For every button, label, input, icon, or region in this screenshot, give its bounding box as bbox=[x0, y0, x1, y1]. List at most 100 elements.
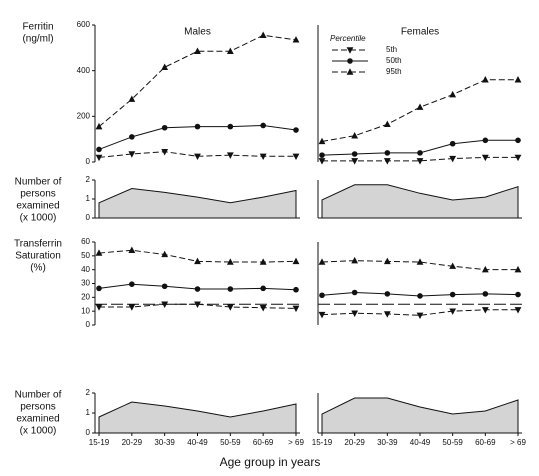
marker bbox=[292, 257, 300, 265]
y-tick-label: 1 bbox=[86, 194, 91, 203]
x-tick-label: 40-49 bbox=[187, 438, 208, 447]
marker bbox=[194, 153, 201, 161]
x-tick-label: 40-49 bbox=[410, 438, 431, 447]
marker bbox=[128, 95, 136, 102]
marker bbox=[259, 31, 267, 38]
marker bbox=[227, 123, 234, 130]
y-tick-label: 2 bbox=[86, 175, 91, 184]
y-tick-label: 60 bbox=[81, 237, 90, 246]
marker bbox=[293, 286, 299, 293]
y-tick-label: 30 bbox=[81, 279, 90, 288]
y-tick-label: 600 bbox=[77, 20, 91, 29]
marker bbox=[383, 311, 391, 318]
marker bbox=[319, 152, 325, 158]
row-label: Ferritin bbox=[22, 22, 53, 33]
marker bbox=[481, 154, 489, 162]
panel-title: Males bbox=[184, 27, 211, 38]
marker bbox=[259, 258, 267, 265]
marker bbox=[292, 305, 300, 313]
marker bbox=[95, 249, 103, 256]
y-tick-label: 0 bbox=[86, 157, 91, 166]
marker bbox=[260, 285, 266, 292]
marker bbox=[351, 158, 359, 165]
x-tick-label: 20-29 bbox=[122, 438, 143, 447]
x-tick-label: 15-19 bbox=[89, 438, 110, 447]
row-label: (%) bbox=[30, 263, 46, 274]
marker bbox=[293, 127, 299, 133]
x-tick-label: 50-59 bbox=[220, 438, 241, 447]
marker bbox=[416, 258, 424, 265]
marker bbox=[482, 137, 489, 144]
x-tick-label: 60-69 bbox=[475, 438, 496, 447]
y-tick-label: 200 bbox=[77, 111, 91, 120]
marker bbox=[96, 285, 102, 292]
legend-marker bbox=[346, 68, 354, 75]
marker bbox=[481, 265, 489, 273]
x-tick-label: 20-29 bbox=[344, 438, 365, 447]
marker bbox=[318, 158, 326, 165]
marker bbox=[384, 291, 391, 297]
marker bbox=[194, 123, 201, 130]
marker bbox=[384, 150, 391, 156]
row-label: Number of bbox=[15, 390, 62, 401]
panel-title: Females bbox=[401, 27, 439, 38]
marker bbox=[260, 122, 266, 129]
area bbox=[98, 188, 297, 219]
marker bbox=[129, 281, 135, 287]
marker bbox=[417, 293, 423, 299]
marker bbox=[417, 150, 423, 156]
y-tick-label: 400 bbox=[77, 66, 91, 75]
marker bbox=[194, 286, 201, 292]
x-tick-label: 50-59 bbox=[442, 438, 463, 447]
y-tick-label: 0 bbox=[86, 428, 91, 437]
row-label: examined bbox=[16, 414, 59, 425]
row-label: persons bbox=[20, 189, 56, 200]
marker bbox=[515, 137, 521, 144]
row-label: Transferrin bbox=[14, 239, 62, 250]
marker bbox=[449, 291, 456, 298]
marker bbox=[259, 153, 267, 161]
marker bbox=[161, 301, 169, 308]
series-line bbox=[321, 79, 518, 142]
y-tick-label: 20 bbox=[81, 292, 90, 301]
y-tick-label: 0 bbox=[86, 213, 91, 222]
marker bbox=[351, 289, 358, 296]
x-tick-label: 15-19 bbox=[312, 438, 333, 447]
marker bbox=[416, 158, 424, 165]
y-tick-label: 2 bbox=[86, 388, 91, 397]
marker bbox=[128, 246, 136, 254]
marker bbox=[514, 76, 522, 83]
x-tick-label: 60-69 bbox=[253, 438, 274, 447]
marker bbox=[318, 137, 326, 145]
row-label: Number of bbox=[15, 177, 62, 188]
marker bbox=[95, 154, 103, 162]
legend-title: Percentile bbox=[330, 34, 366, 43]
y-tick-label: 1 bbox=[86, 408, 91, 417]
marker bbox=[128, 304, 136, 311]
marker bbox=[161, 149, 169, 156]
y-tick-label: 50 bbox=[81, 251, 90, 260]
row-label: examined bbox=[16, 201, 59, 212]
x-tick-label: > 69 bbox=[288, 438, 304, 447]
marker bbox=[292, 36, 300, 43]
area bbox=[321, 397, 519, 434]
area bbox=[98, 401, 297, 434]
marker bbox=[383, 257, 391, 265]
marker bbox=[96, 146, 102, 153]
row-label: (ng/ml) bbox=[22, 34, 53, 45]
marker bbox=[318, 258, 326, 265]
marker bbox=[319, 292, 325, 299]
marker bbox=[95, 304, 103, 311]
marker bbox=[416, 103, 424, 110]
marker bbox=[226, 304, 234, 311]
marker bbox=[226, 152, 234, 159]
marker bbox=[514, 265, 522, 273]
marker bbox=[318, 311, 326, 319]
y-tick-label: 0 bbox=[86, 320, 91, 329]
marker bbox=[194, 257, 201, 265]
marker bbox=[482, 291, 489, 297]
marker bbox=[351, 256, 359, 264]
row-label: (x 1000) bbox=[20, 426, 57, 437]
legend-marker bbox=[346, 47, 354, 54]
marker bbox=[449, 262, 457, 269]
